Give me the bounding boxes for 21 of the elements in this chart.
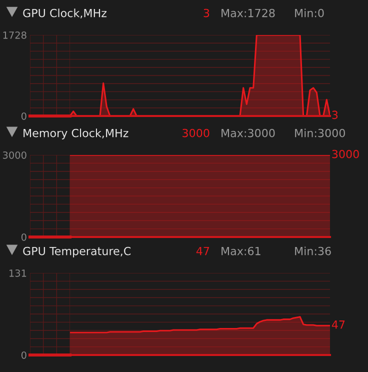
y-tick-label: 0: [21, 233, 26, 241]
text: 3000: [182, 128, 210, 138]
text: 47: [332, 320, 345, 329]
chart-title: GPU Clock,MHz: [23, 8, 106, 18]
y-tick-label: 0: [21, 351, 26, 359]
y-tick-label: 131: [10, 269, 26, 277]
text: Max:61: [222, 246, 260, 256]
text: 3: [204, 8, 210, 18]
y-tick-label: 3000: [3, 151, 26, 159]
text: Min:0: [295, 8, 324, 18]
text: 3: [332, 110, 338, 120]
text: 3000: [332, 150, 359, 158]
text: 47: [196, 246, 210, 256]
y-tick-label: 1728: [3, 31, 26, 39]
text: Min:3000: [295, 128, 345, 138]
chart-title: Memory Clock,MHz: [24, 128, 128, 140]
text: Max:3000: [222, 128, 275, 138]
text: Max:1728: [222, 8, 275, 18]
chart-title: GPU Temperature,C: [23, 246, 131, 258]
text: Min:36: [295, 246, 331, 256]
y-tick-label: 0: [21, 112, 26, 120]
